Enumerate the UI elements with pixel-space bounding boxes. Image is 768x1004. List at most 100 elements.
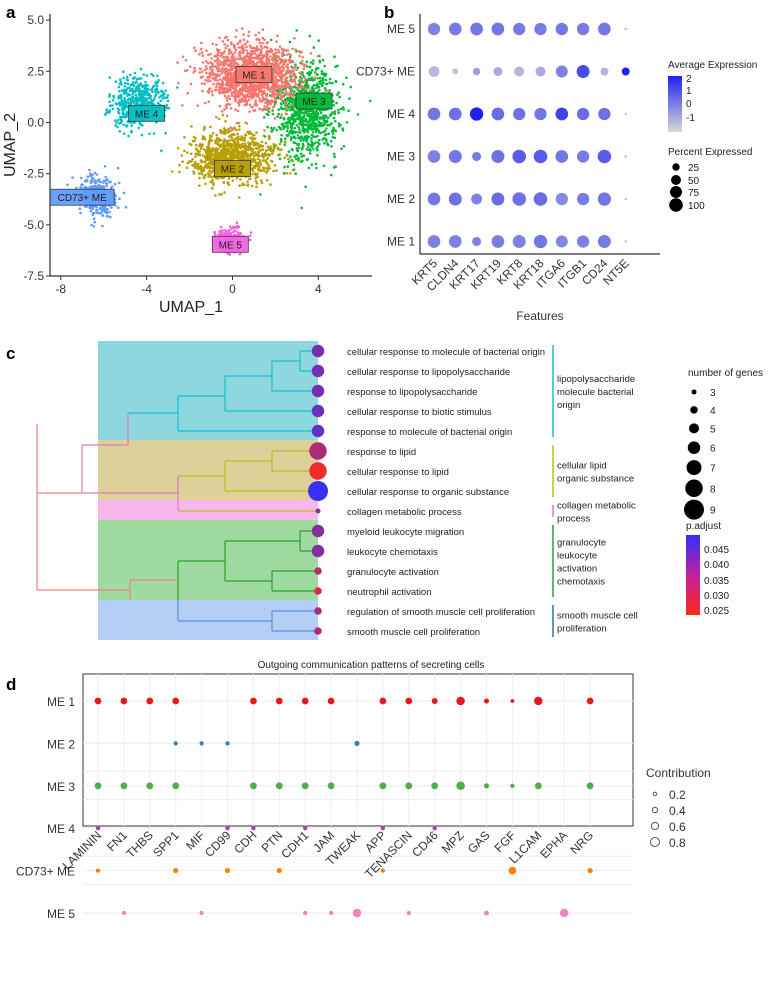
umap-cell bbox=[157, 90, 160, 94]
umap-cell bbox=[199, 76, 203, 79]
umap-cell bbox=[303, 80, 306, 83]
umap-cell bbox=[198, 67, 202, 71]
umap-cell bbox=[201, 89, 204, 93]
umap-cell bbox=[214, 88, 218, 92]
umap-cell bbox=[297, 50, 301, 53]
contribution-legend-dot bbox=[650, 837, 660, 847]
umap-cell bbox=[281, 63, 285, 67]
contribution-dot bbox=[301, 782, 309, 790]
umap-cell bbox=[255, 147, 259, 150]
umap-cell bbox=[126, 82, 130, 86]
umap-cell bbox=[309, 71, 313, 74]
umap-cell bbox=[270, 98, 274, 102]
umap-cell bbox=[224, 83, 228, 87]
umap-cell bbox=[208, 65, 212, 69]
umap-cell bbox=[105, 108, 108, 111]
umap-cell bbox=[88, 168, 91, 172]
umap-cell bbox=[189, 82, 193, 86]
panel-letter-a: a bbox=[6, 3, 16, 22]
umap-cell bbox=[284, 90, 288, 93]
umap-cell bbox=[293, 37, 296, 40]
umap-cell bbox=[269, 145, 272, 148]
contribution-legend-dot bbox=[651, 806, 659, 814]
umap-cell bbox=[248, 234, 252, 237]
umap-cell bbox=[210, 90, 214, 93]
umap-cell bbox=[248, 142, 252, 145]
umap-cell bbox=[322, 81, 325, 84]
umap-cell bbox=[250, 86, 254, 89]
chart-title: Outgoing communication patterns of secre… bbox=[258, 660, 485, 671]
umap-cell bbox=[267, 50, 271, 54]
umap-cell bbox=[257, 150, 261, 154]
umap-cell bbox=[233, 51, 237, 54]
umap-cell bbox=[316, 145, 320, 148]
umap-cell bbox=[275, 80, 279, 84]
umap-cell bbox=[304, 87, 308, 90]
expression-dot bbox=[514, 66, 525, 77]
contribution-dot bbox=[303, 826, 308, 831]
umap-cell bbox=[192, 172, 196, 175]
umap-cell bbox=[198, 150, 201, 153]
umap-cell bbox=[93, 179, 97, 182]
expression-dot bbox=[513, 22, 526, 36]
umap-cell bbox=[291, 103, 294, 107]
umap-cell bbox=[248, 103, 252, 107]
umap-cell bbox=[255, 153, 259, 156]
umap-cell bbox=[299, 152, 303, 156]
umap-cell bbox=[288, 58, 291, 61]
umap-cell bbox=[286, 126, 290, 130]
umap-cell bbox=[223, 148, 226, 151]
cluster-label: ME 1 bbox=[242, 70, 266, 81]
umap-cell bbox=[210, 139, 213, 142]
umap-cell bbox=[269, 183, 272, 186]
umap-cell bbox=[219, 232, 223, 236]
contribution-dot bbox=[483, 910, 490, 916]
group-label: ME 1 bbox=[387, 235, 415, 249]
umap-cell bbox=[237, 121, 241, 125]
umap-cell bbox=[164, 96, 167, 99]
umap-cell bbox=[273, 96, 277, 100]
umap-cell bbox=[220, 110, 224, 113]
umap-cell bbox=[243, 154, 246, 158]
umap-cell bbox=[248, 177, 252, 180]
umap-cell bbox=[120, 89, 124, 92]
umap-cell bbox=[159, 99, 163, 103]
umap-cell bbox=[191, 164, 195, 167]
umap-cell bbox=[194, 49, 197, 52]
umap-cell bbox=[196, 164, 200, 168]
contribution-dot bbox=[379, 697, 387, 705]
umap-cell bbox=[223, 144, 226, 147]
umap-cell bbox=[319, 109, 322, 112]
umap-cell bbox=[267, 148, 270, 152]
umap-cell bbox=[136, 101, 139, 105]
umap-cell bbox=[207, 100, 211, 103]
umap-cell bbox=[116, 125, 119, 129]
umap-cell bbox=[218, 153, 222, 157]
umap-cell bbox=[264, 159, 267, 162]
contribution-dot bbox=[327, 782, 335, 790]
umap-cell bbox=[217, 139, 221, 143]
umap-cell bbox=[253, 83, 257, 87]
term-dot bbox=[314, 587, 322, 595]
umap-cell bbox=[256, 142, 260, 145]
umap-cell bbox=[221, 113, 225, 117]
contribution-dot bbox=[120, 697, 128, 705]
umap-cell bbox=[186, 151, 189, 154]
genes-legend-label: 8 bbox=[710, 484, 716, 495]
umap-cell bbox=[208, 158, 212, 161]
umap-cell bbox=[288, 84, 292, 88]
umap-cell bbox=[131, 90, 134, 93]
umap-cell bbox=[245, 45, 248, 49]
umap-cell bbox=[285, 171, 288, 175]
legend-padjust-title: p.adjust bbox=[686, 521, 721, 532]
contribution-dot bbox=[250, 697, 257, 705]
umap-cell bbox=[230, 68, 234, 72]
umap-cell bbox=[124, 105, 127, 109]
contribution-dot bbox=[534, 782, 542, 790]
umap-cell bbox=[337, 108, 340, 112]
umap-cell bbox=[315, 86, 318, 90]
umap-cell bbox=[229, 134, 233, 138]
umap-cell bbox=[323, 64, 327, 68]
umap-cell bbox=[238, 184, 241, 187]
umap-cell bbox=[239, 178, 242, 181]
